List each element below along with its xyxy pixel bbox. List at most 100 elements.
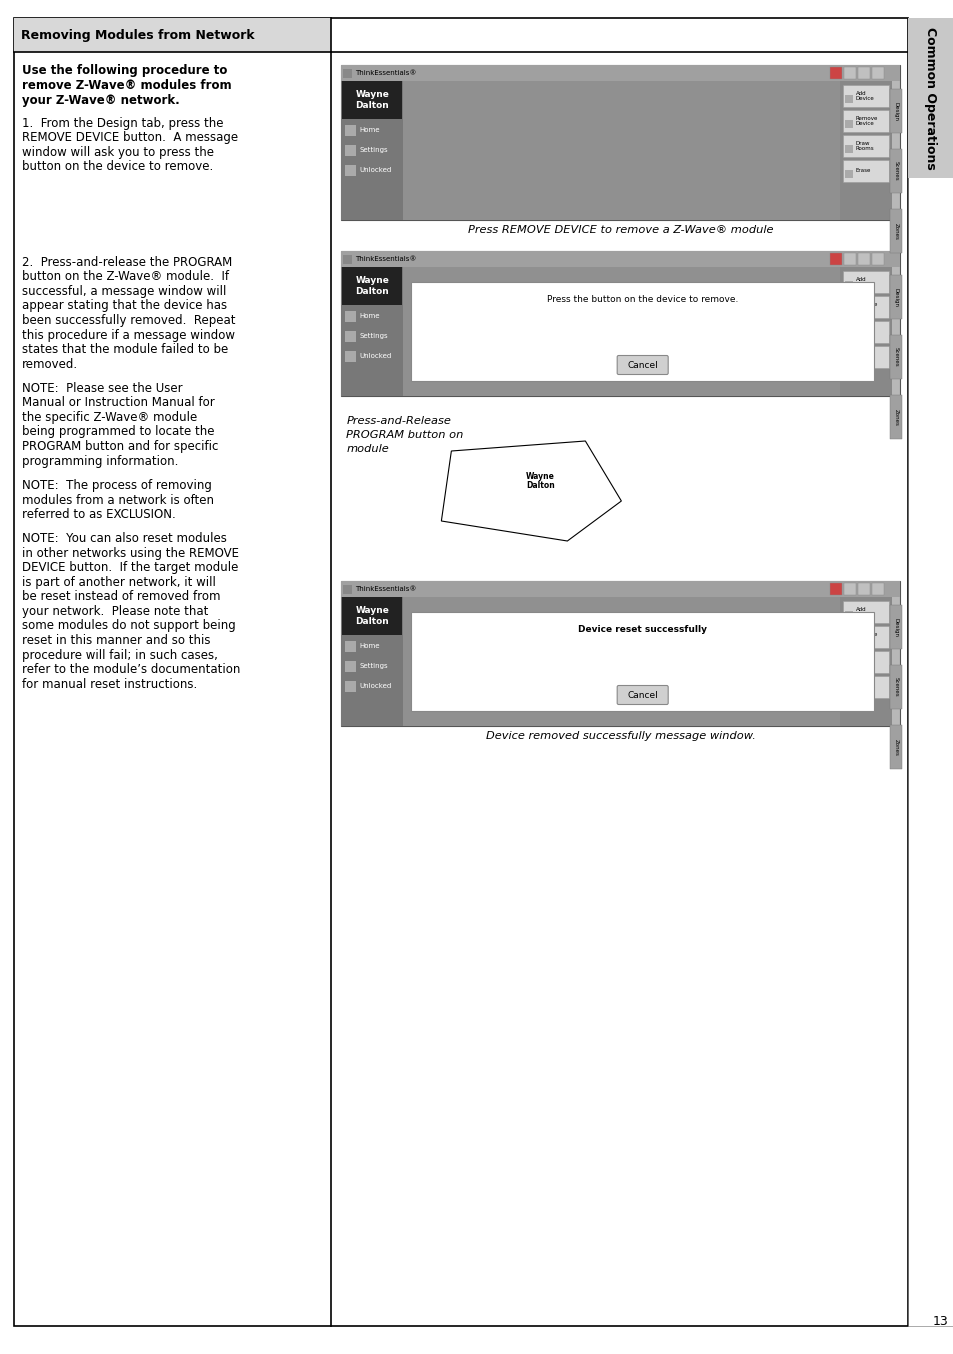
Text: Cancel: Cancel (627, 691, 658, 700)
Bar (843, 253, 855, 265)
Bar (844, 636, 852, 645)
Bar (341, 250, 899, 395)
Bar (341, 597, 403, 726)
Polygon shape (441, 441, 620, 542)
Bar (844, 145, 852, 153)
Bar (857, 584, 869, 594)
Bar (889, 89, 901, 133)
Bar (343, 255, 352, 264)
Text: 13: 13 (932, 1315, 948, 1328)
Text: Erase: Erase (855, 355, 870, 360)
Text: Erase: Erase (855, 168, 870, 173)
Bar (411, 282, 873, 380)
Bar (889, 665, 901, 709)
Text: refer to the module’s documentation: refer to the module’s documentation (22, 663, 240, 676)
Text: Zones: Zones (893, 222, 898, 240)
Text: Settings: Settings (359, 333, 388, 338)
Text: button on the Z-Wave® module.  If: button on the Z-Wave® module. If (22, 271, 229, 283)
Bar (889, 395, 901, 439)
Text: procedure will fail; in such cases,: procedure will fail; in such cases, (22, 649, 217, 662)
Bar (844, 330, 852, 338)
Bar (844, 121, 852, 129)
Bar (343, 69, 352, 79)
Text: Add
Device: Add Device (855, 91, 874, 102)
Text: Press the button on the device to remove.: Press the button on the device to remove… (546, 295, 738, 305)
Bar (345, 145, 356, 156)
Bar (842, 271, 888, 292)
Text: Manual or Instruction Manual for: Manual or Instruction Manual for (22, 397, 214, 409)
Text: PROGRAM button and for specific: PROGRAM button and for specific (22, 440, 218, 454)
Text: some modules do not support being: some modules do not support being (22, 620, 235, 632)
Text: Device removed successfully message window.: Device removed successfully message wind… (485, 731, 755, 741)
Text: Draw
Rooms: Draw Rooms (855, 657, 874, 668)
Bar (829, 584, 841, 594)
Text: is part of another network, it will: is part of another network, it will (22, 575, 215, 589)
Text: being programmed to locate the: being programmed to locate the (22, 425, 214, 439)
Text: be reset instead of removed from: be reset instead of removed from (22, 590, 220, 604)
Bar (889, 209, 901, 253)
Text: Design: Design (893, 102, 898, 121)
Bar (403, 81, 840, 219)
Bar (345, 640, 356, 653)
Text: 2.  Press-and-release the PROGRAM: 2. Press-and-release the PROGRAM (22, 256, 232, 269)
Bar (871, 253, 883, 265)
Bar (844, 611, 852, 619)
Bar (840, 597, 891, 726)
Text: ThinkEssentials®: ThinkEssentials® (355, 256, 416, 263)
Bar (889, 724, 901, 769)
Bar (14, 18, 331, 51)
Text: Add
Device: Add Device (855, 607, 874, 617)
Text: the specific Z-Wave® module: the specific Z-Wave® module (22, 412, 197, 424)
Text: this procedure if a message window: this procedure if a message window (22, 329, 234, 341)
Text: ThinkEssentials®: ThinkEssentials® (355, 70, 416, 76)
Bar (842, 110, 888, 131)
Bar (341, 267, 403, 395)
Bar (840, 267, 891, 395)
Bar (345, 681, 356, 692)
Bar (345, 125, 356, 135)
Text: Add
Device: Add Device (855, 276, 874, 287)
Bar (842, 321, 888, 343)
Text: Draw
Rooms: Draw Rooms (855, 326, 874, 337)
Bar (840, 81, 891, 219)
Bar (857, 66, 869, 79)
Bar (342, 597, 402, 635)
Bar (844, 306, 852, 314)
Bar (345, 330, 356, 343)
Text: programming information.: programming information. (22, 455, 178, 467)
Text: Scenes: Scenes (893, 677, 898, 697)
Text: remove Z-Wave® modules from: remove Z-Wave® modules from (22, 79, 232, 92)
Bar (345, 311, 356, 322)
Text: successful, a message window will: successful, a message window will (22, 284, 226, 298)
Bar (842, 297, 888, 318)
Text: appear stating that the device has: appear stating that the device has (22, 299, 227, 313)
Bar (844, 661, 852, 669)
Bar (345, 661, 356, 672)
Text: Common Operations: Common Operations (923, 27, 937, 169)
Text: Remove
Device: Remove Device (855, 116, 878, 126)
Bar (342, 81, 402, 119)
Bar (341, 65, 899, 81)
Bar (343, 585, 352, 594)
Bar (844, 95, 852, 103)
Bar (871, 584, 883, 594)
Text: Wayne
Dalton: Wayne Dalton (355, 607, 389, 626)
Bar (842, 626, 888, 649)
Text: reset in this manner and so this: reset in this manner and so this (22, 634, 211, 647)
Bar (403, 267, 840, 395)
Text: Scenes: Scenes (893, 347, 898, 367)
Text: been successfully removed.  Repeat: been successfully removed. Repeat (22, 314, 235, 328)
Bar (341, 250, 899, 267)
Text: your Z-Wave® network.: your Z-Wave® network. (22, 93, 179, 107)
Bar (889, 334, 901, 379)
Bar (842, 160, 888, 181)
Bar (844, 171, 852, 177)
Text: Scenes: Scenes (893, 161, 898, 181)
Bar (345, 165, 356, 176)
Bar (907, 18, 953, 177)
Text: button on the device to remove.: button on the device to remove. (22, 161, 213, 173)
Bar (342, 267, 402, 305)
Bar (871, 66, 883, 79)
Text: Unlocked: Unlocked (359, 682, 392, 689)
Text: Device reset successfully: Device reset successfully (578, 626, 706, 635)
